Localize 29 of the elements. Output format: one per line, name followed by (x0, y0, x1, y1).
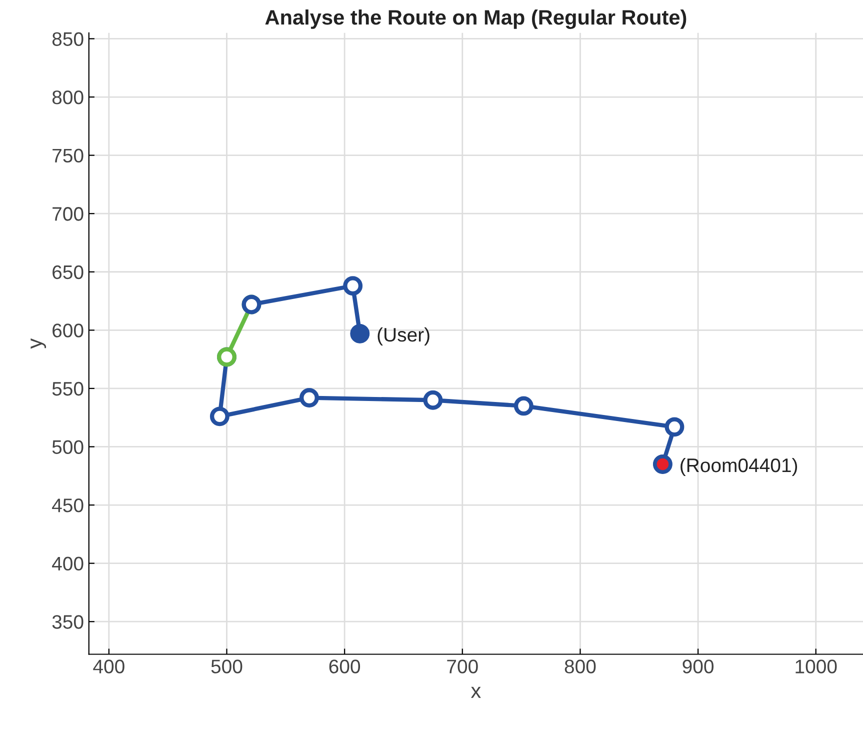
x-tick-label: 700 (447, 660, 478, 674)
x-tick-label: 500 (211, 660, 242, 674)
x-tick-label: 1000 (796, 660, 837, 674)
chart-title: Analyse the Route on Map (Regular Route) (265, 9, 686, 29)
y-tick-label: 650 (52, 265, 84, 280)
y-tick-label: 750 (52, 148, 84, 163)
annotation: (Room04401) (680, 458, 798, 476)
y-tick-label: 800 (52, 90, 84, 104)
y-axis-title: y (30, 338, 46, 349)
point (343, 276, 363, 296)
point (210, 406, 230, 426)
y-tick-label: 450 (52, 498, 84, 512)
x-tick-label: 800 (564, 660, 596, 674)
x-axis-title: x (470, 686, 481, 698)
y-tick-label: 500 (52, 440, 84, 454)
y-tick-label: 850 (52, 32, 84, 46)
point (514, 396, 534, 416)
y-tick-label: 350 (52, 615, 84, 629)
annotation: (User) (378, 327, 430, 346)
x-tick-label: 400 (93, 660, 124, 674)
x-tick-label: 600 (329, 660, 360, 674)
x-tick-label: 900 (682, 660, 714, 674)
point (664, 417, 684, 437)
y-tick-label: 550 (52, 382, 84, 396)
y-tick-label: 600 (52, 324, 84, 338)
y-tick-label: 700 (52, 207, 84, 221)
y-tick-label: 400 (52, 556, 84, 571)
point (300, 388, 319, 408)
point (423, 390, 443, 410)
